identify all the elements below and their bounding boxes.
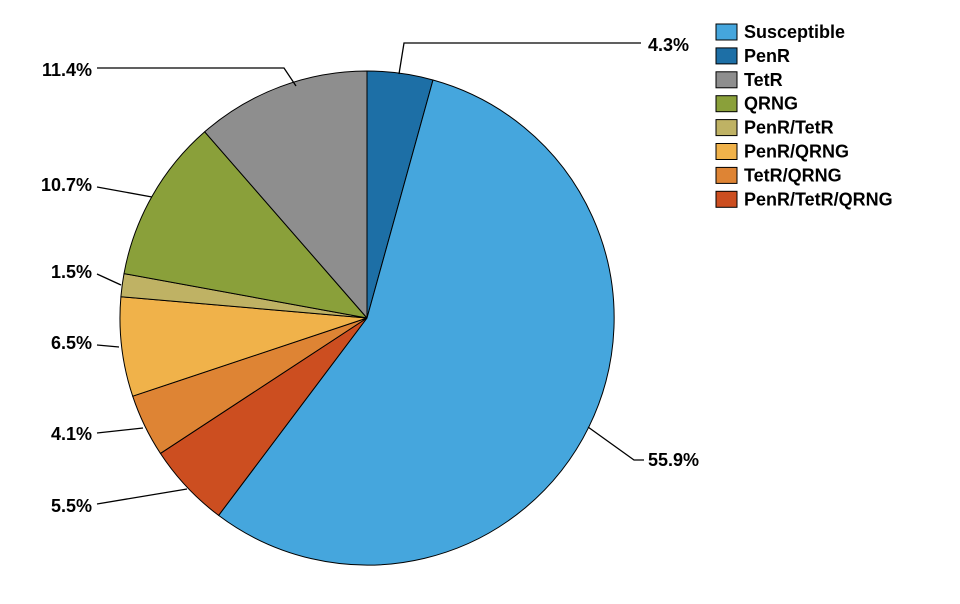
legend-swatch-susceptible: [715, 23, 738, 41]
pct-label-qrng: 10.7%: [41, 175, 92, 195]
pct-label-penr-tetr: 1.5%: [51, 262, 92, 282]
leader-line-tetr-qrng: [96, 427, 144, 434]
legend-label-qrng: QRNG: [744, 94, 798, 114]
legend-label-penr: PenR: [744, 46, 790, 66]
pct-label-penr-tetr-qrng: 5.5%: [51, 496, 92, 516]
legend-swatch-penr-tetr: [715, 119, 738, 137]
pie-slices: [119, 70, 615, 566]
legend-swatch-penr-qrng: [715, 143, 738, 160]
leader-line-penr-qrng: [96, 344, 120, 348]
leader-line-qrng: [96, 186, 153, 198]
leader-lines: [96, 42, 644, 505]
legend-label-penr-qrng: PenR/QRNG: [744, 142, 849, 162]
legend-swatch-penr-tetr-qrng: [715, 190, 738, 208]
leader-line-penr-tetr: [96, 273, 122, 286]
slice-labels: 4.3% 55.9% 5.5% 4.1% 6.5% 1.5% 10.7% 11.4%: [41, 35, 699, 516]
legend-label-penr-tetr: PenR/TetR: [744, 118, 834, 138]
pct-label-susceptible: 55.9%: [648, 450, 699, 470]
leader-line-penr: [398, 42, 641, 75]
legend-swatch-tetr-qrng: [715, 166, 738, 184]
pct-label-tetr: 11.4%: [42, 60, 92, 80]
pct-label-penr-qrng: 6.5%: [51, 333, 92, 353]
leader-line-penr-tetr-qrng: [96, 488, 188, 505]
legend-swatch-penr: [715, 47, 738, 65]
legend-swatch-tetr: [715, 71, 738, 89]
legend-swatch-qrng: [715, 95, 738, 113]
legend-label-susceptible: Susceptible: [744, 22, 845, 42]
legend: Susceptible PenR TetR QRNG PenR/TetR PenR/QRN…: [715, 22, 893, 209]
pie-slice-qrng: [123, 131, 368, 319]
legend-label-penr-tetr-qrng: PenR/TetR/QRNG: [744, 189, 893, 209]
pct-label-penr: 4.3%: [648, 35, 689, 55]
leader-line-tetr: [97, 67, 297, 87]
legend-label-tetr: TetR: [744, 70, 783, 90]
legend-label-tetr-qrng: TetR/QRNG: [744, 165, 842, 185]
pie-slice-tetr: [204, 70, 368, 319]
pct-label-tetr-qrng: 4.1%: [51, 424, 92, 444]
leader-line-susceptible: [587, 426, 644, 461]
